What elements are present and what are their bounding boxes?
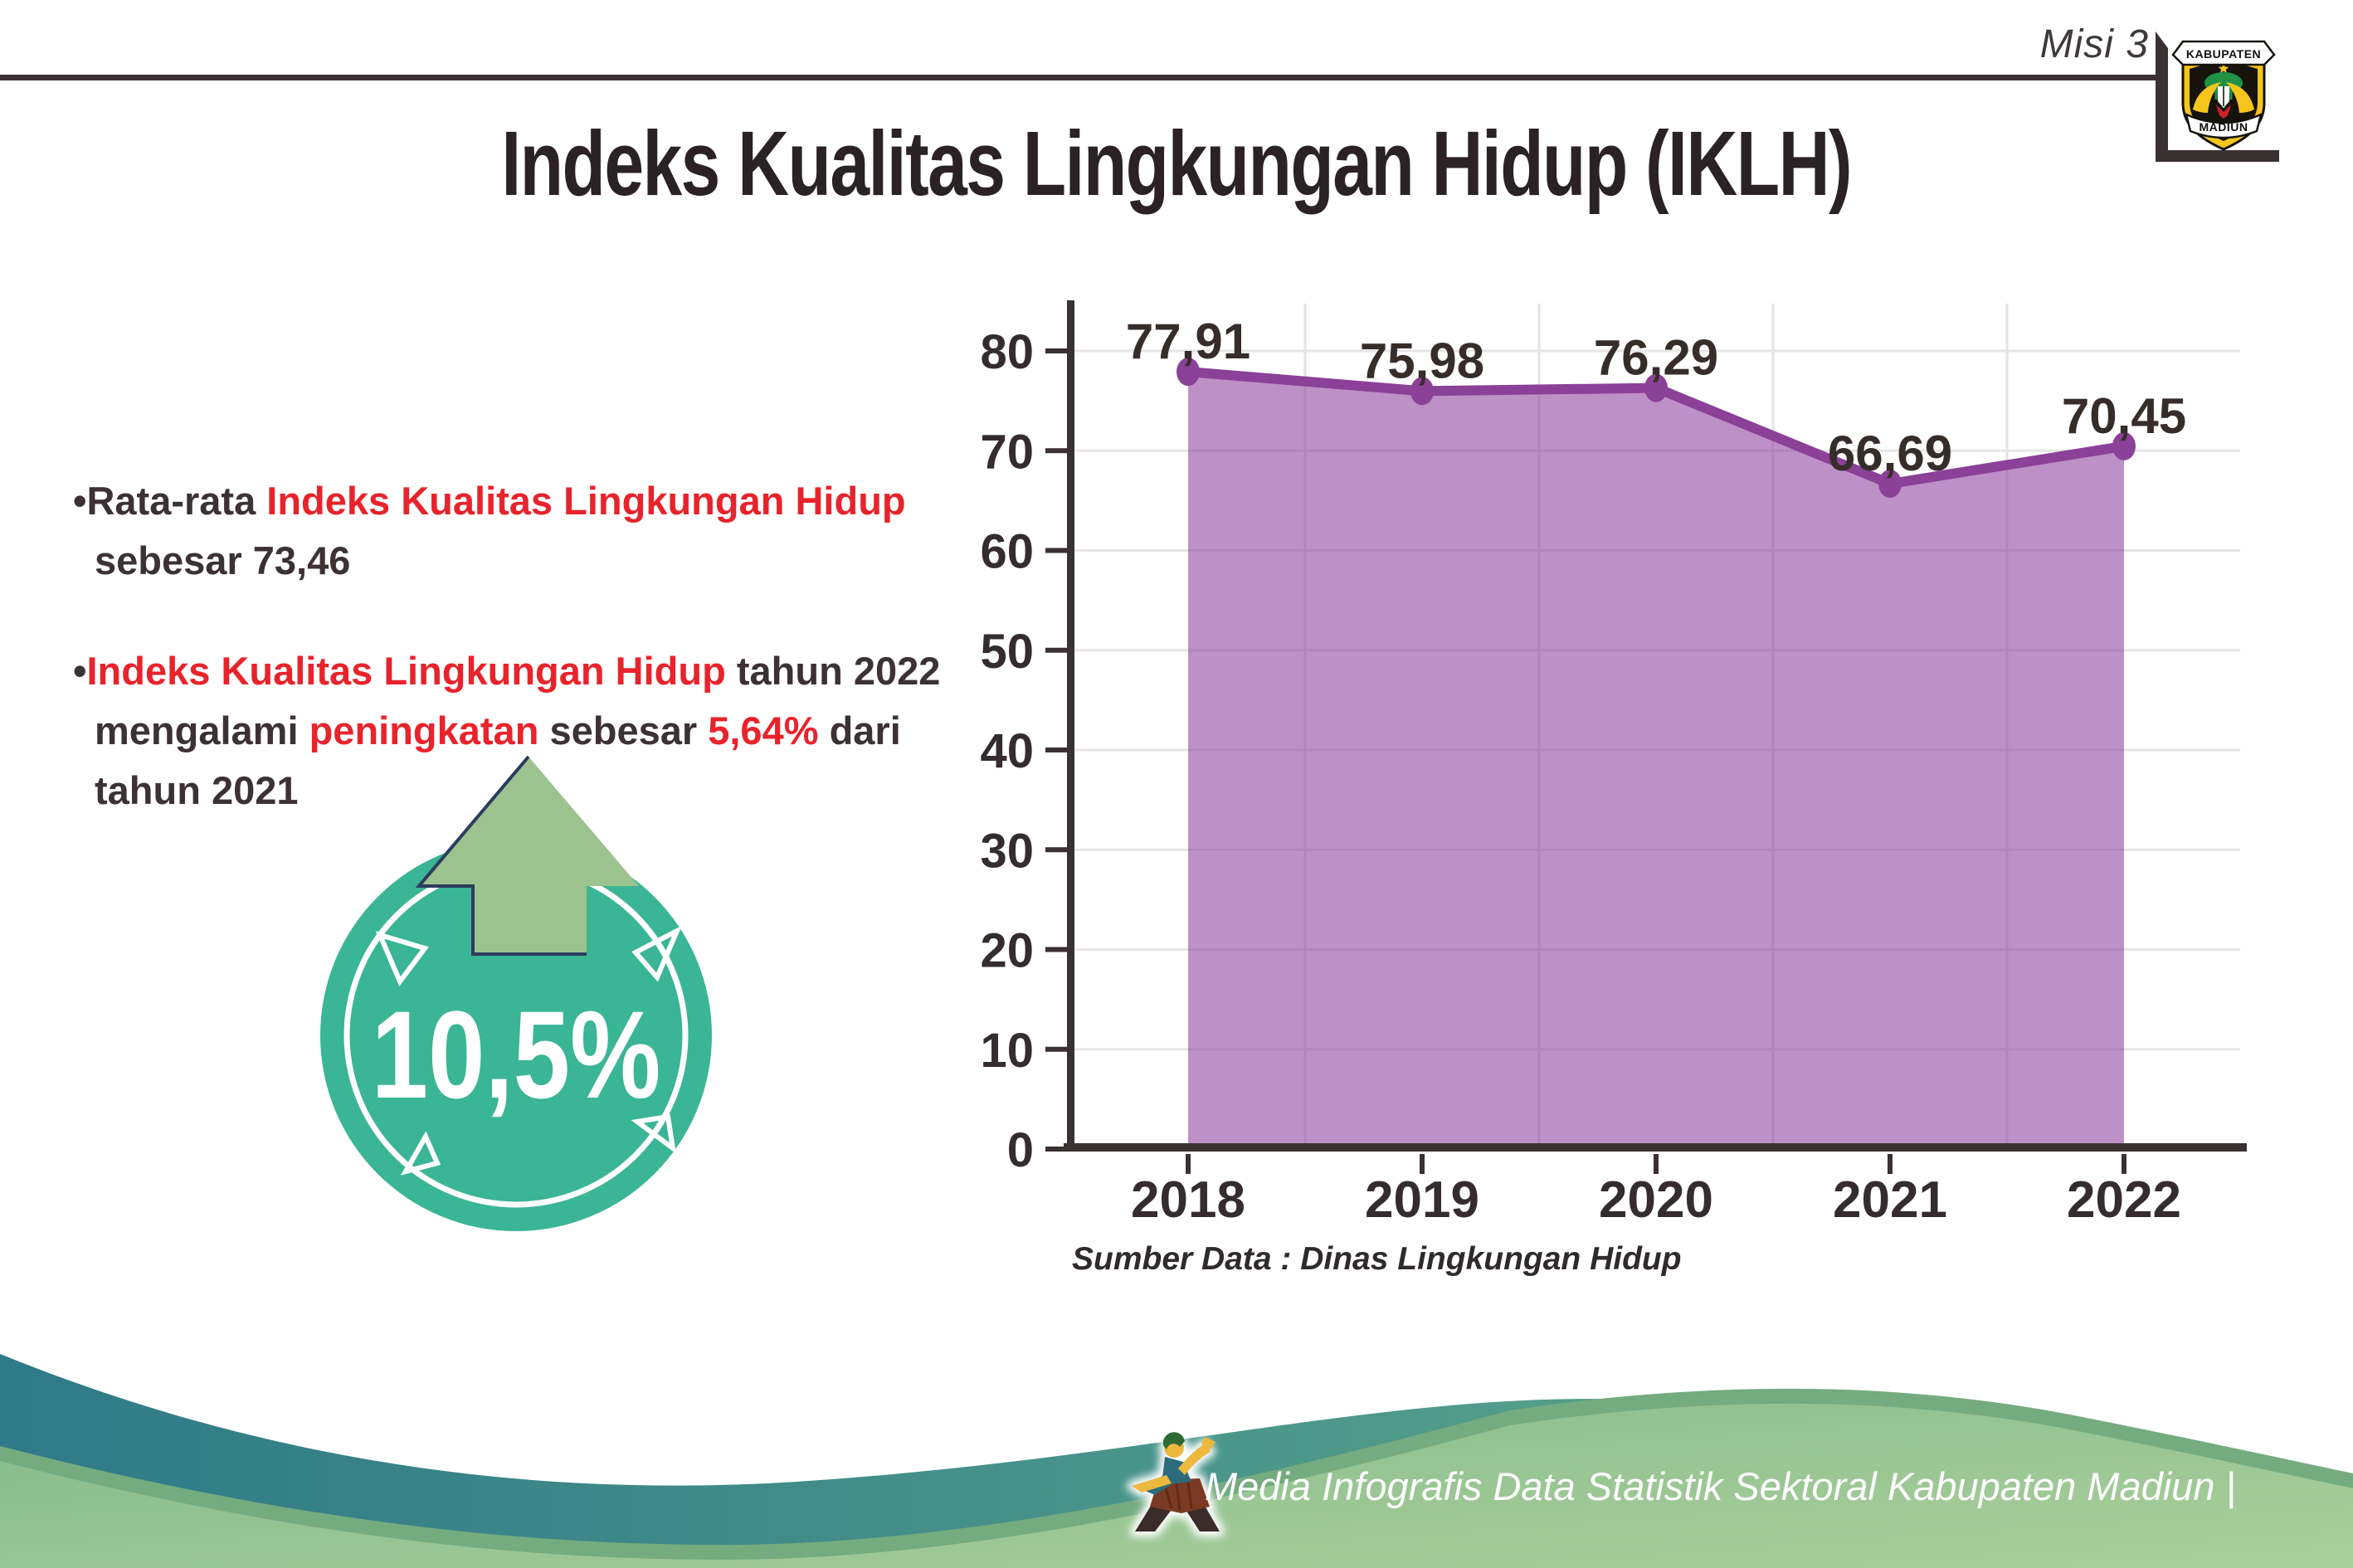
logo-red-ribbon [2216,105,2231,119]
x-axis-labels: 2018 2019 2020 2021 2022 [1131,1171,2181,1229]
logo-corner-frame [2156,32,2279,162]
mascot-arm-left [1132,1475,1172,1493]
data-point [2112,431,2136,460]
data-label: 76,29 [1594,330,1718,386]
mascot-hand [1201,1437,1215,1450]
up-arrow-outline [415,755,587,956]
mascot-arm-raised [1178,1444,1211,1475]
bullet-marker: • [73,649,87,693]
logo-banner-top-text: KABUPATEN [2186,47,2261,61]
x-axis [1064,1143,2247,1152]
y-tick-label: 20 [980,924,1034,978]
data-point [1644,373,1668,402]
bullet-increase: •Indeks Kualitas Lingkungan Hidup tahun … [73,649,941,812]
data-label: 70,45 [2062,388,2186,444]
increase-badge: 10,5% [320,755,712,1231]
data-point [1176,358,1200,387]
y-tick-label: 80 [980,325,1034,379]
badge-circle [320,840,712,1231]
bullet-marker: • [73,479,87,523]
data-label: 66,69 [1828,426,1952,481]
x-tick-label: 2020 [1599,1171,1713,1229]
y-tick-label: 50 [980,625,1034,679]
data-point [1878,470,1902,499]
y-tick-label: 40 [980,724,1034,778]
logo-banner-top [2171,40,2276,66]
data-points [1176,358,2136,499]
green-wave [0,1403,2353,1568]
increase-percent: 5,64% [708,709,819,752]
logo-wing-right [2226,82,2254,113]
dancer-mascot-icon [1127,1432,1225,1536]
kabupaten-madiun-logo: KABUPATEN MADIUN [2171,40,2276,151]
y-tick-label: 0 [1007,1123,1034,1177]
bullet1-text-red: Indeks Kualitas Lingkungan Hidup [266,479,906,523]
y-tick-label: 60 [980,525,1034,579]
key-points: •Rata-rata Indeks Kualitas Lingkungan Hi… [73,471,1019,821]
badge-spark-upper-right [631,925,683,982]
logo-star [2218,63,2229,74]
badge-value: 10,5% [372,986,661,1124]
bullet-average: •Rata-rata Indeks Kualitas Lingkungan Hi… [73,471,1019,591]
y-tick-label: 30 [980,824,1034,878]
badge-spark-upper-left [375,931,429,986]
bullet1-line2: sebesar 73,46 [95,538,351,582]
mission-label: Misi 3 [2039,22,2149,66]
bullet2-text-red: Indeks Kualitas Lingkungan Hidup [86,649,726,693]
source-note: Sumber Data : Dinas Lingkungan Hidup [1072,1241,1682,1277]
data-label: 75,98 [1360,333,1484,388]
footer-waves [0,1354,2353,1568]
x-tick-label: 2021 [1833,1171,1947,1229]
x-tick-label: 2018 [1131,1171,1245,1229]
x-tick-label: 2022 [2067,1171,2181,1229]
footer-credit: Media Infografis Data Statistik Sektoral… [1205,1464,2236,1508]
header-rule [0,75,2157,80]
corner-frame-shape [2156,32,2279,162]
mascot-skirt-texture [1163,1481,1193,1511]
logo-banner-bottom-text: MADIUN [2200,120,2248,134]
page-title: Indeks Kualitas Lingkungan Hidup (IKLH) [501,113,1853,215]
data-label: 77,91 [1126,314,1250,369]
mascot-cap [1162,1432,1185,1449]
badge-value-group: 10,5% [372,986,661,1124]
y-axis [1067,300,1074,1152]
y-tick-label: 70 [980,425,1034,479]
data-point [1410,377,1434,406]
data-labels: 77,91 75,98 76,29 66,69 70,45 [1126,314,2186,481]
area-fill [1188,372,2124,1149]
logo-banner-bottom [2185,112,2263,139]
badge-spark-lower-left [400,1131,441,1176]
bullet1-text-dark: Rata-rata [86,479,267,523]
bullet2-text-dark: tahun 2022 [725,649,941,693]
badge-spark-lower-right [631,1113,677,1154]
y-axis-labels: 0 10 20 30 40 50 60 70 80 [980,325,1034,1177]
x-tick-label: 2019 [1365,1171,1479,1229]
logo-wing-left [2193,82,2221,113]
axis-ticks [1045,348,2126,1174]
y-tick-label: 10 [980,1024,1034,1078]
